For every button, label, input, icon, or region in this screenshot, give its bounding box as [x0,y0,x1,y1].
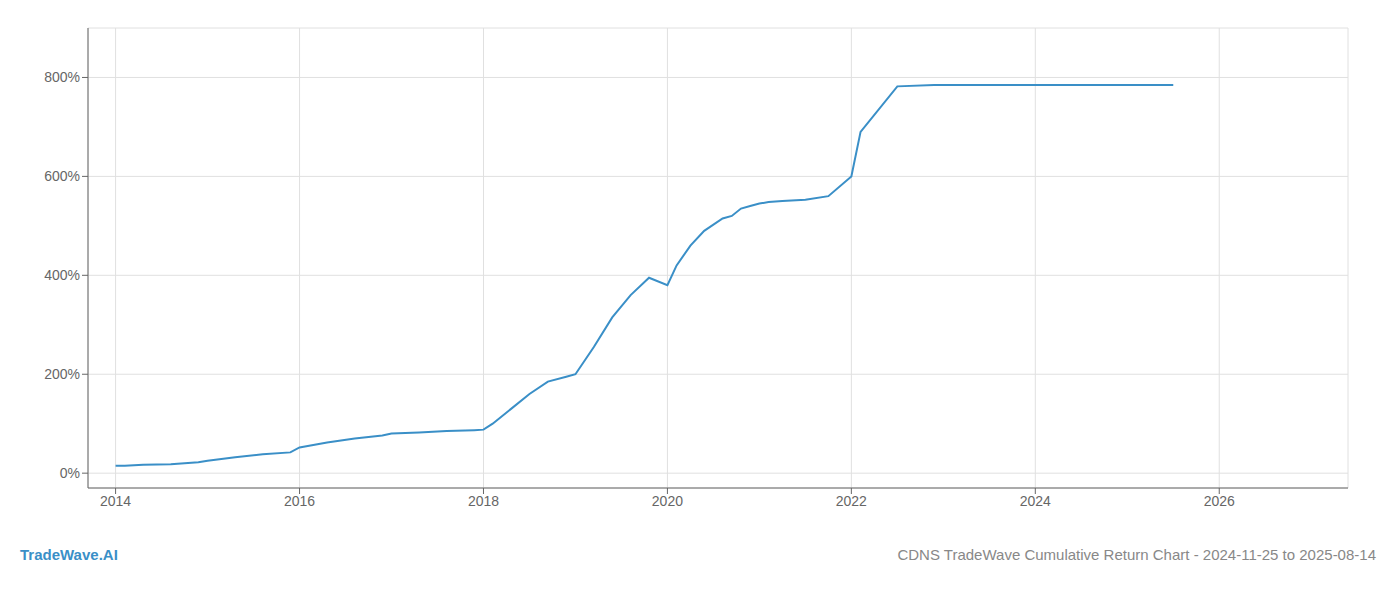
svg-text:200%: 200% [44,366,80,382]
svg-text:600%: 600% [44,168,80,184]
html-text:TradeWave.AI: TradeWave.AI [20,546,118,563]
svg-text:2024: 2024 [1020,493,1051,509]
svg-text:2022: 2022 [836,493,867,509]
svg-text:400%: 400% [44,267,80,283]
svg-text:0%: 0% [60,465,80,481]
svg-text:800%: 800% [44,69,80,85]
svg-text:2014: 2014 [100,493,131,509]
svg-text:2026: 2026 [1204,493,1235,509]
html-text:CDNS TradeWave Cumulative Retu: CDNS TradeWave Cumulative Return Chart -… [897,546,1376,563]
svg-text:2020: 2020 [652,493,683,509]
svg-text:2018: 2018 [468,493,499,509]
svg-text:2016: 2016 [284,493,315,509]
